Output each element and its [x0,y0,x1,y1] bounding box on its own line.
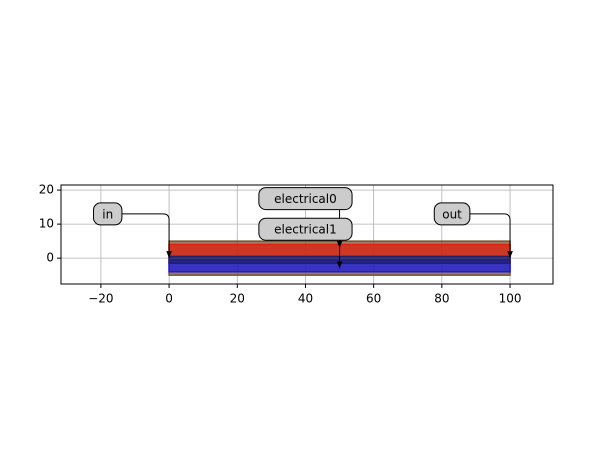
x-tick-label: 80 [434,292,449,306]
annotation-arrow [469,213,513,259]
annotation-box [258,217,353,241]
x-tick-label: 40 [298,292,313,306]
y-tick-label: 0 [46,251,54,265]
annotation-box [93,202,123,226]
axes-frame [60,184,554,285]
x-tick-label: 100 [499,292,522,306]
annotation-box [433,202,471,226]
y-tick-label: 10 [39,217,54,231]
x-tick-label: 20 [230,292,245,306]
annotation-label: in [102,207,113,221]
y-tick-label: 20 [39,183,54,197]
annotation-box [258,187,353,211]
annotation-label: out [442,207,462,221]
annotation-arrow [121,213,172,259]
x-tick-label: 60 [366,292,381,306]
x-tick-label: 0 [165,292,173,306]
annotation-label: electrical1 [274,223,337,237]
x-tick-label: −20 [88,292,113,306]
annotation-label: electrical0 [274,192,337,206]
